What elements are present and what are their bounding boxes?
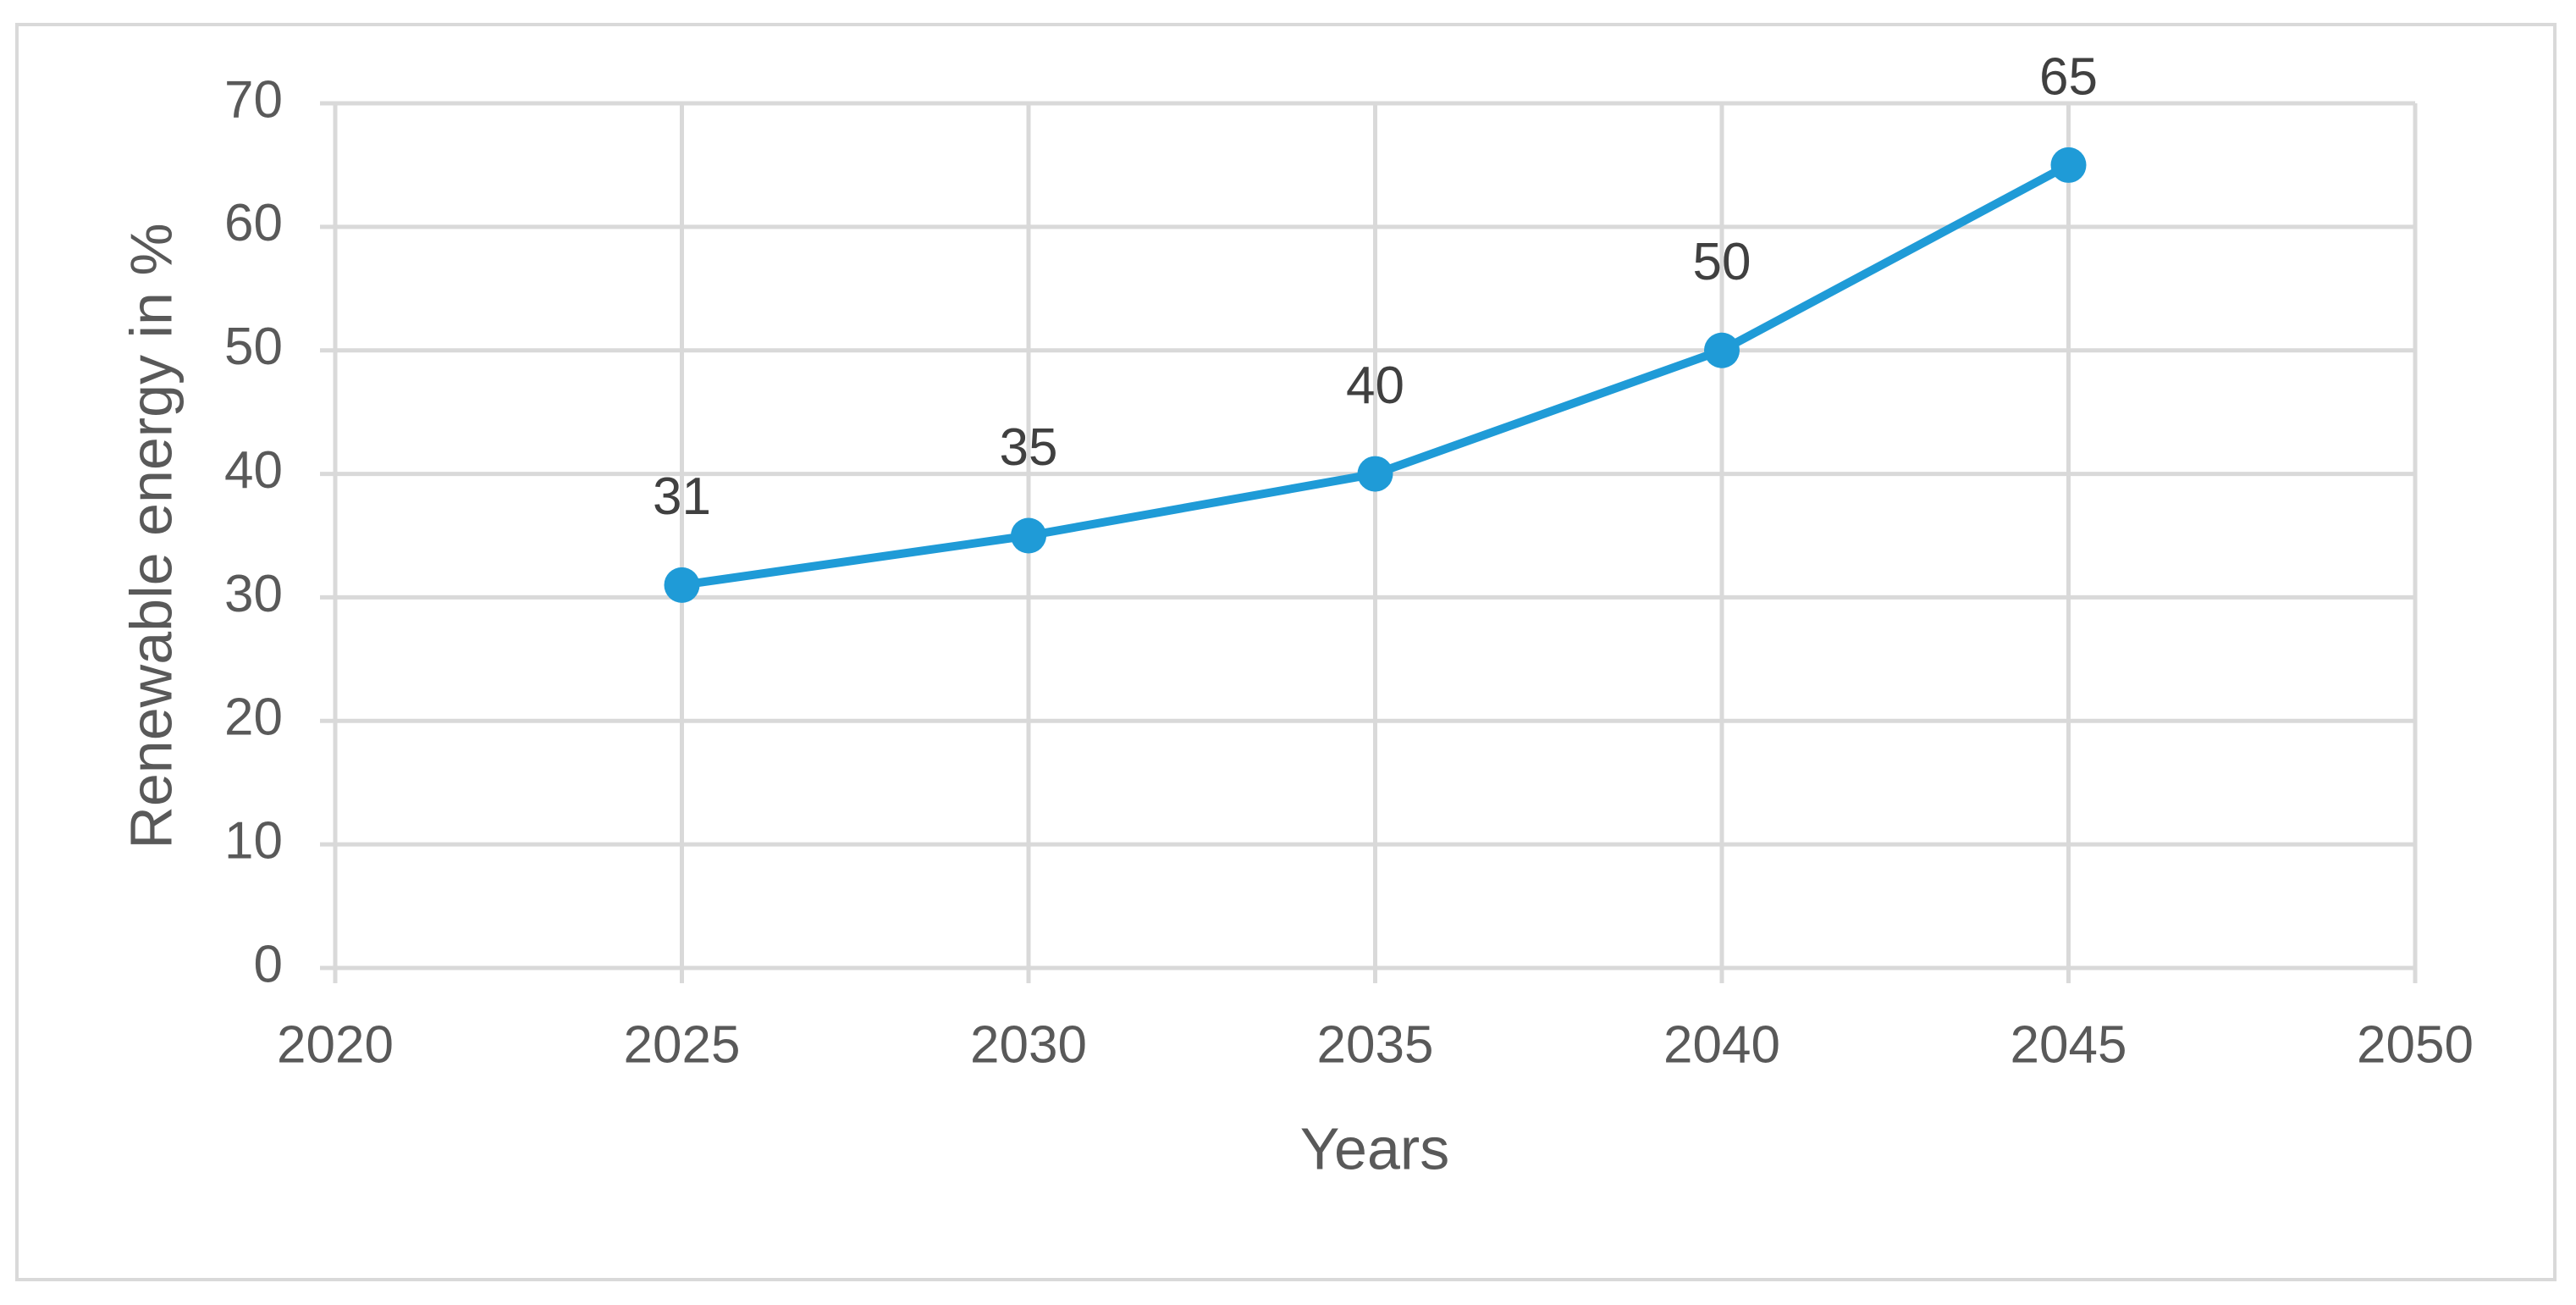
x-tick-label: 2045 [2011, 1015, 2127, 1074]
marker [1357, 456, 1393, 492]
plot: 31 35 40 50 65 [653, 47, 2098, 603]
data-label: 40 [1346, 357, 1404, 415]
data-label: 50 [1693, 233, 1751, 291]
x-tick-label: 2030 [970, 1015, 1087, 1074]
x-tick-label: 2040 [1663, 1015, 1780, 1074]
y-tick-label: 20 [224, 688, 283, 747]
y-tick-label: 30 [224, 565, 283, 623]
x-tick-label: 2050 [2357, 1015, 2474, 1074]
marker [2050, 147, 2087, 183]
data-label: 31 [653, 467, 711, 526]
data-label: 65 [2039, 47, 2098, 106]
y-tick-label: 60 [224, 194, 283, 252]
y-axis-title: Renewable energy in % [118, 223, 184, 849]
marker [664, 567, 700, 603]
x-tick-label: 2020 [277, 1015, 394, 1074]
marker [1704, 332, 1740, 368]
x-tick-label: 2025 [624, 1015, 741, 1074]
chart-border [15, 23, 2557, 1281]
x-axis-title: Years [1300, 1115, 1449, 1181]
x-tick-label: 2035 [1317, 1015, 1434, 1074]
marker [1011, 517, 1046, 554]
data-label: 35 [1000, 418, 1058, 477]
y-tick-label: 40 [224, 441, 283, 500]
y-tick-label: 0 [254, 935, 283, 993]
y-tick-label: 50 [224, 318, 283, 376]
y-tick-label: 10 [224, 812, 283, 871]
y-tick-label: 70 [224, 70, 283, 129]
